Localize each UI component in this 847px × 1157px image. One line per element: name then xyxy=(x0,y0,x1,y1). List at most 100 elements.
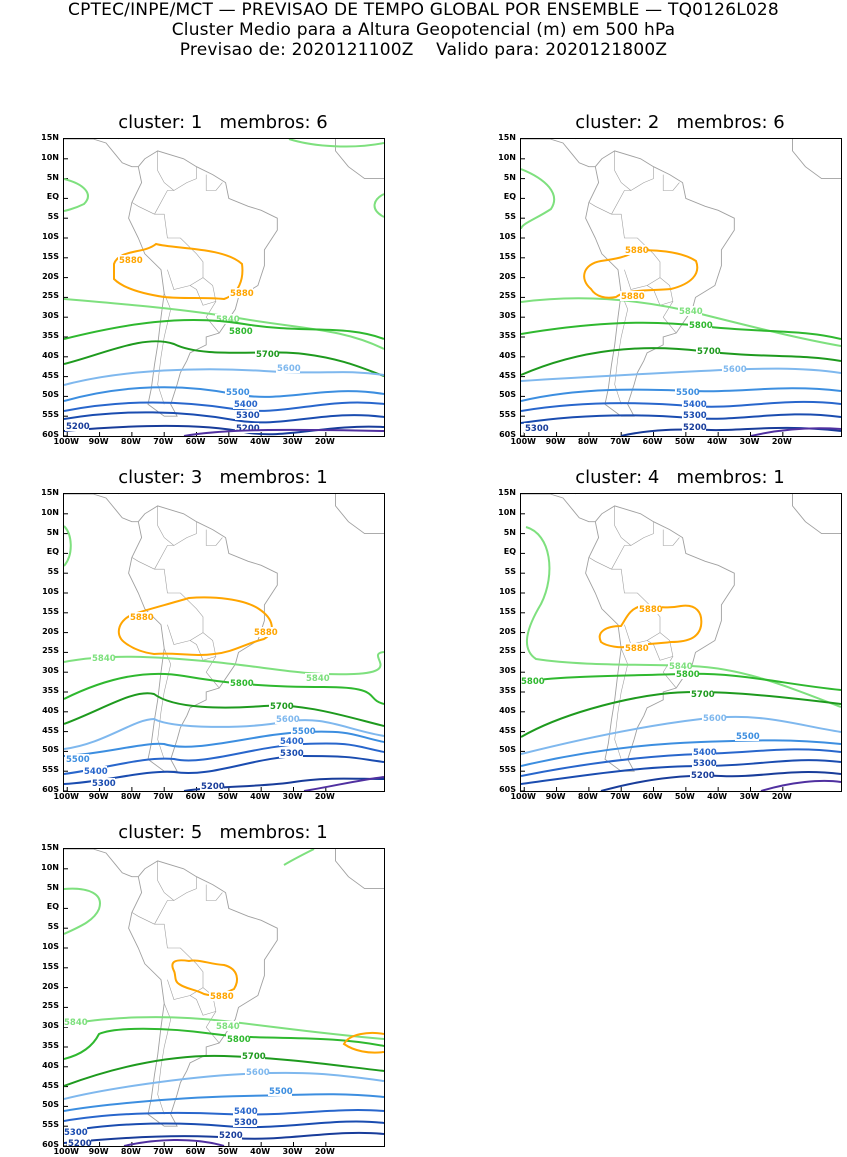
contour-label-bg xyxy=(682,422,706,432)
contour-line xyxy=(521,367,841,382)
lat-tick-label: 50S xyxy=(499,745,516,755)
lat-tick-label: 45S xyxy=(499,370,516,380)
contour-label-bg xyxy=(268,1086,292,1096)
map-canvas: 5840580057005600550054005300520053005880… xyxy=(521,139,841,436)
lat-tick-label: 30S xyxy=(42,1021,59,1031)
lat-tick-label: 25S xyxy=(499,646,516,656)
contour-label: 5600 xyxy=(276,715,300,725)
contour-line xyxy=(303,776,384,791)
lat-tick-label: 15S xyxy=(42,606,59,616)
country-border xyxy=(662,529,680,546)
contour-label: 5500 xyxy=(676,388,700,398)
lon-tick-label: 20W xyxy=(314,437,335,446)
contour-label-bg xyxy=(64,1127,87,1137)
lat-tick-label: 10S xyxy=(499,587,516,596)
contour-line xyxy=(64,1120,384,1133)
contour-label-bg xyxy=(83,766,107,776)
contour-label: 5200 xyxy=(691,771,715,781)
lat-tick-label: 30S xyxy=(499,311,516,321)
contour-line xyxy=(64,692,384,727)
lat-tick-label: 20S xyxy=(499,626,516,636)
lon-tick-label: 40W xyxy=(707,437,728,446)
contour-line xyxy=(64,672,384,705)
contour-line xyxy=(64,411,384,424)
lat-tick-label: 35S xyxy=(42,1041,59,1050)
country-border xyxy=(154,533,197,570)
contour-label: 5800 xyxy=(230,679,254,689)
coastline xyxy=(64,849,139,878)
lon-tick-label: 70W xyxy=(153,437,174,446)
contour-label: 5200 xyxy=(201,782,225,791)
contour-line xyxy=(283,849,315,866)
contour-label: 5880 xyxy=(254,628,278,638)
lat-tick-label: 20S xyxy=(42,981,59,991)
lon-tick-label: 70W xyxy=(610,792,631,801)
header-line-3: Previsao de: 2020121100Z Valido para: 20… xyxy=(179,40,668,60)
country-border xyxy=(189,285,216,306)
contour-label-bg xyxy=(291,726,315,736)
contour-label-bg xyxy=(638,604,662,614)
contour-label-bg xyxy=(215,1021,239,1031)
contour-line xyxy=(521,297,841,347)
lon-tick-label: 60W xyxy=(185,437,206,446)
lon-tick-label: 50W xyxy=(674,792,695,801)
contour-label: 5600 xyxy=(723,365,747,375)
lat-tick-label: 5S xyxy=(504,567,516,577)
lon-tick-label: 70W xyxy=(153,1147,174,1156)
lat-tick-label: 15S xyxy=(499,606,516,616)
lat-tick-label: 5N xyxy=(46,172,59,182)
country-border xyxy=(646,640,673,661)
lon-tick-label: 50W xyxy=(674,437,695,446)
contour-label-bg xyxy=(229,678,253,688)
contour-label: 5200 xyxy=(219,1131,243,1141)
contour-label: 5600 xyxy=(246,1068,270,1078)
contour-label: 5300 xyxy=(525,424,549,434)
lat-tick-label: 30S xyxy=(42,311,59,321)
lon-tick-label: 30W xyxy=(739,437,760,446)
contour-label-bg xyxy=(225,387,249,397)
lon-tick-label: 60W xyxy=(642,792,663,801)
lat-tick-label: 5S xyxy=(47,922,59,932)
contour-label: 5500 xyxy=(736,732,760,742)
country-border xyxy=(614,293,629,405)
contour-label-bg xyxy=(690,689,714,699)
contour-label: 5600 xyxy=(703,714,727,724)
contour-line xyxy=(64,525,72,567)
coastline xyxy=(128,860,278,1127)
contour-label: 5880 xyxy=(625,644,649,654)
contour-label: 5400 xyxy=(280,737,304,747)
contour-label-bg xyxy=(675,669,699,679)
country-border xyxy=(614,505,632,546)
lon-tick-label: 70W xyxy=(153,792,174,801)
lon-tick-label: 100W xyxy=(510,792,536,801)
contour-label-bg xyxy=(118,255,142,265)
contour-label-bg xyxy=(735,731,759,741)
contour-label: 5880 xyxy=(625,246,649,256)
contour-label: 5800 xyxy=(676,670,700,680)
contour-label: 5700 xyxy=(691,690,715,700)
header-line-2: Cluster Medio para a Altura Geopotencial… xyxy=(171,20,676,40)
contour-line xyxy=(64,717,384,750)
lat-tick-label: 60S xyxy=(42,785,59,794)
panel-title-4: cluster: 4 membros: 1 xyxy=(575,467,785,488)
panel-title-2: cluster: 2 membros: 6 xyxy=(575,112,785,133)
country-border xyxy=(167,624,204,645)
country-border xyxy=(646,285,673,306)
contour-label: 5300 xyxy=(234,1118,258,1128)
lat-tick-label: 40S xyxy=(42,705,59,715)
country-border xyxy=(131,557,155,570)
country-border xyxy=(131,202,155,215)
contour-label-bg xyxy=(675,387,699,397)
country-border xyxy=(614,150,632,191)
header-line-1: CPTEC/INPE/MCT — PREVISAO DE TEMPO GLOBA… xyxy=(68,0,779,20)
lon-tick-label: 30W xyxy=(282,792,303,801)
contour-line xyxy=(64,298,384,350)
contour-label-bg xyxy=(678,306,702,316)
contour-line xyxy=(64,742,384,775)
map-panel-2: 5840 5800 5700 5600 5500 5400 5300 5200 5300 5880… xyxy=(520,138,842,437)
contour-label-bg xyxy=(209,991,233,1001)
lat-tick-label: 20S xyxy=(42,626,59,636)
lat-tick-label: EQ xyxy=(503,192,516,202)
country-border xyxy=(167,269,204,290)
contour-label: 5200 xyxy=(66,422,90,432)
